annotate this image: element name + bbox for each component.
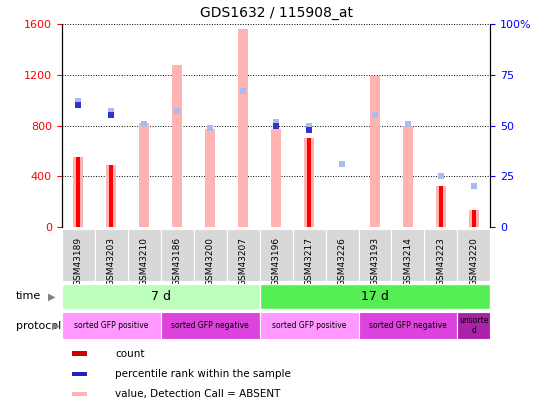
Point: [470, 183, 478, 190]
FancyBboxPatch shape: [325, 229, 359, 281]
Bar: [307, 138, 311, 227]
FancyBboxPatch shape: [359, 229, 391, 281]
Text: time: time: [16, 292, 41, 301]
Text: count: count: [115, 349, 144, 358]
Text: sorted GFP positive: sorted GFP positive: [272, 321, 346, 330]
FancyBboxPatch shape: [62, 312, 161, 339]
FancyBboxPatch shape: [259, 229, 293, 281]
FancyBboxPatch shape: [95, 229, 128, 281]
FancyBboxPatch shape: [161, 312, 259, 339]
Bar: [440, 186, 443, 227]
Point: [140, 120, 148, 127]
Text: GSM43200: GSM43200: [206, 237, 214, 286]
FancyBboxPatch shape: [293, 229, 325, 281]
Text: GSM43203: GSM43203: [107, 237, 116, 286]
Title: GDS1632 / 115908_at: GDS1632 / 115908_at: [199, 6, 353, 21]
Text: unsorte
d: unsorte d: [459, 316, 489, 335]
FancyBboxPatch shape: [161, 229, 193, 281]
Text: ▶: ▶: [52, 321, 59, 330]
Point: [173, 108, 181, 115]
FancyBboxPatch shape: [457, 312, 490, 339]
Bar: [468, 210, 479, 227]
Bar: [472, 210, 475, 227]
Text: GSM43217: GSM43217: [304, 237, 314, 286]
Text: 7 d: 7 d: [151, 290, 170, 303]
Bar: [205, 129, 215, 227]
Text: percentile rank within the sample: percentile rank within the sample: [115, 369, 291, 379]
Text: protocol: protocol: [16, 321, 61, 330]
Text: 17 d: 17 d: [361, 290, 389, 303]
Text: GSM43196: GSM43196: [272, 237, 280, 286]
Point: [437, 173, 445, 179]
Bar: [73, 157, 84, 227]
Bar: [72, 372, 87, 376]
FancyBboxPatch shape: [359, 312, 457, 339]
Text: GSM43220: GSM43220: [470, 237, 479, 286]
Bar: [304, 138, 314, 227]
FancyBboxPatch shape: [259, 284, 490, 309]
FancyBboxPatch shape: [193, 229, 227, 281]
FancyBboxPatch shape: [62, 229, 95, 281]
Bar: [106, 165, 116, 227]
Text: GSM43214: GSM43214: [404, 237, 413, 286]
FancyBboxPatch shape: [425, 229, 457, 281]
Point: [74, 98, 83, 104]
Bar: [436, 186, 446, 227]
Point: [404, 120, 412, 127]
Point: [305, 126, 314, 133]
FancyBboxPatch shape: [457, 229, 490, 281]
Bar: [271, 129, 281, 227]
Bar: [72, 392, 87, 396]
FancyBboxPatch shape: [259, 312, 359, 339]
Point: [371, 112, 379, 119]
Text: GSM43210: GSM43210: [139, 237, 148, 286]
Bar: [72, 351, 87, 356]
Bar: [403, 126, 413, 227]
Point: [305, 122, 314, 129]
Point: [272, 118, 280, 125]
Point: [206, 124, 214, 131]
Point: [239, 88, 247, 94]
Text: GSM43186: GSM43186: [173, 237, 182, 286]
Text: GSM43223: GSM43223: [436, 237, 445, 286]
FancyBboxPatch shape: [62, 284, 259, 309]
Text: GSM43207: GSM43207: [239, 237, 248, 286]
Bar: [139, 123, 150, 227]
Bar: [370, 76, 380, 227]
Point: [338, 161, 346, 167]
Text: ▶: ▶: [48, 292, 56, 301]
Text: sorted GFP negative: sorted GFP negative: [171, 321, 249, 330]
Point: [74, 102, 83, 109]
FancyBboxPatch shape: [128, 229, 161, 281]
Point: [107, 108, 115, 115]
Text: sorted GFP negative: sorted GFP negative: [369, 321, 447, 330]
Bar: [109, 165, 113, 227]
Bar: [77, 157, 80, 227]
FancyBboxPatch shape: [227, 229, 259, 281]
Point: [107, 112, 115, 119]
Text: GSM43189: GSM43189: [73, 237, 83, 286]
Text: value, Detection Call = ABSENT: value, Detection Call = ABSENT: [115, 389, 280, 399]
Text: sorted GFP positive: sorted GFP positive: [74, 321, 148, 330]
Text: GSM43193: GSM43193: [370, 237, 379, 286]
Bar: [238, 30, 248, 227]
Bar: [172, 65, 182, 227]
FancyBboxPatch shape: [391, 229, 425, 281]
Point: [272, 122, 280, 129]
Text: GSM43226: GSM43226: [338, 237, 346, 286]
